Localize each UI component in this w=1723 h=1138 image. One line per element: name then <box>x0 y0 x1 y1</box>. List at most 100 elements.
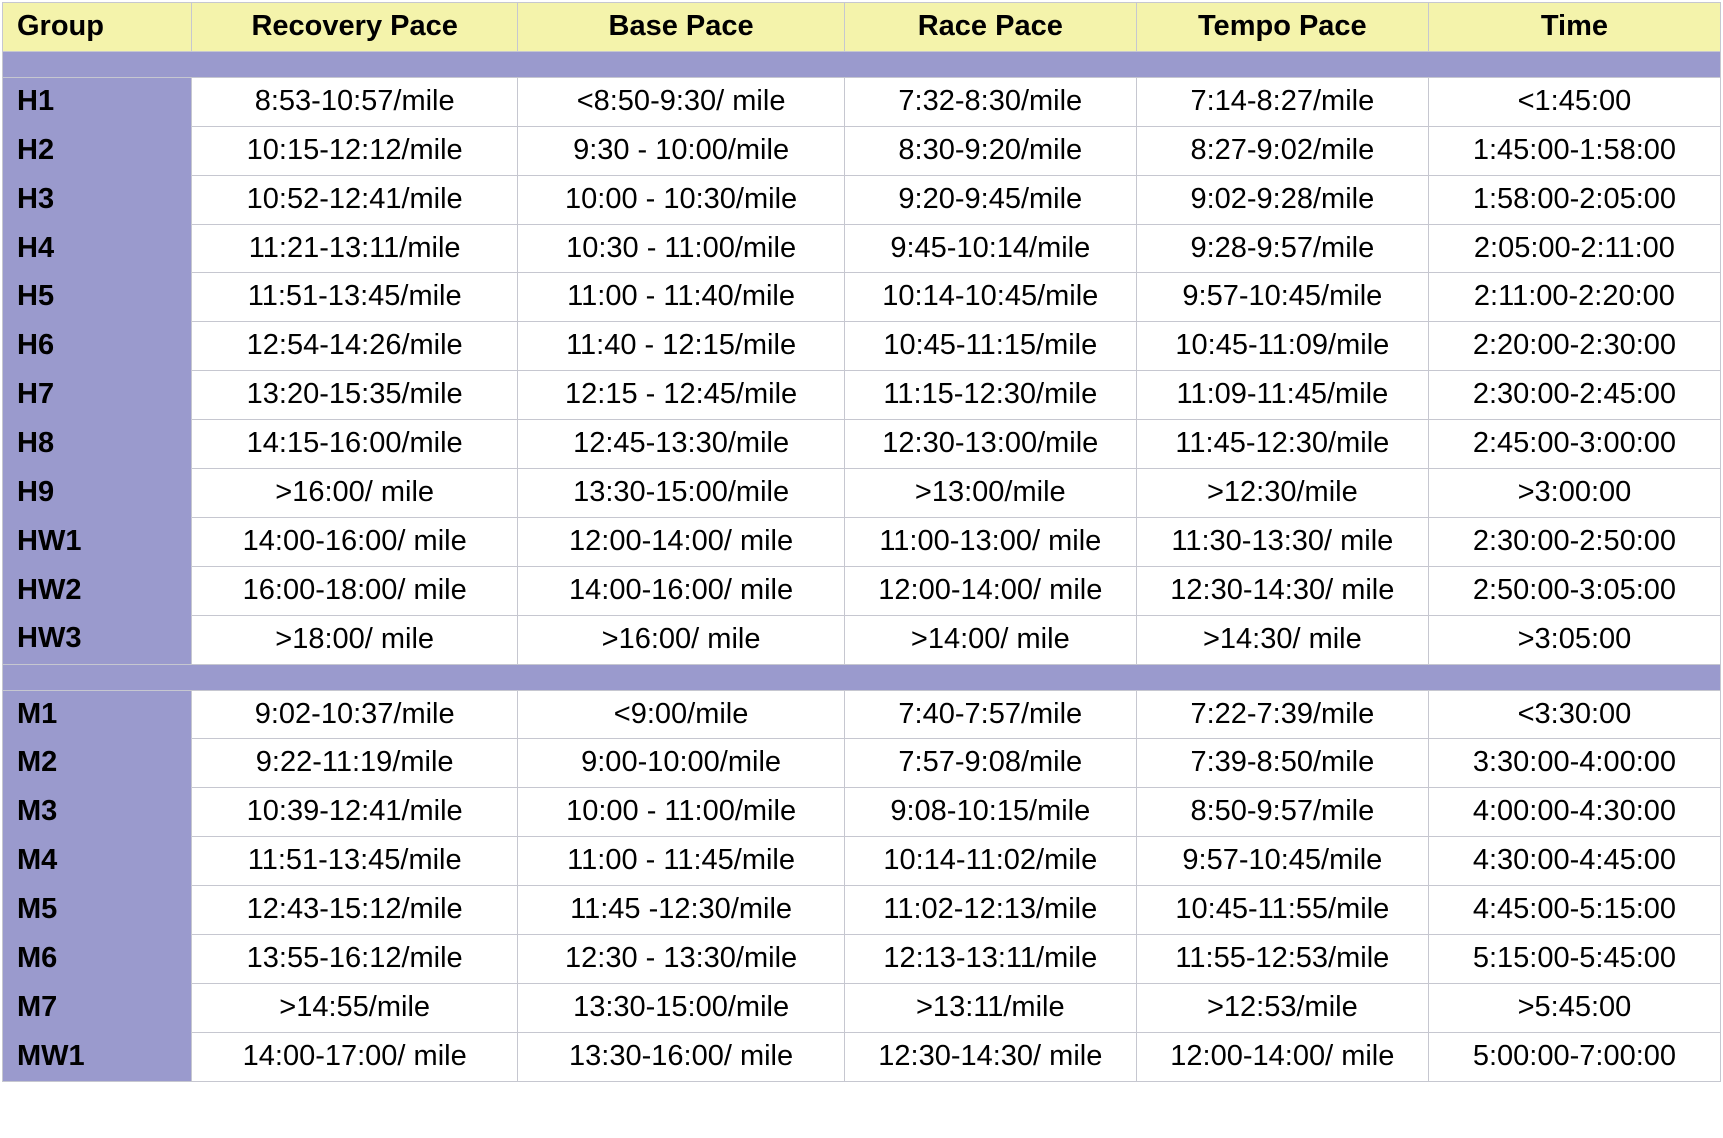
cell-value: 10:15-12:12/mile <box>191 126 517 175</box>
cell-value: 11:15-12:30/mile <box>844 371 1136 420</box>
row-label: HW2 <box>3 566 192 615</box>
cell-value: 12:43-15:12/mile <box>191 886 517 935</box>
cell-value: 7:32-8:30/mile <box>844 77 1136 126</box>
cell-value: 2:11:00-2:20:00 <box>1428 273 1720 322</box>
cell-value: >18:00/ mile <box>191 615 517 664</box>
table-row: H9>16:00/ mile13:30-15:00/mile>13:00/mil… <box>3 469 1721 518</box>
cell-value: 11:02-12:13/mile <box>844 886 1136 935</box>
table-row: M310:39-12:41/mile10:00 - 11:00/mile9:08… <box>3 788 1721 837</box>
cell-value: 2:30:00-2:45:00 <box>1428 371 1720 420</box>
table-row: H411:21-13:11/mile10:30 - 11:00/mile9:45… <box>3 224 1721 273</box>
table-row: H18:53-10:57/mile<8:50-9:30/ mile7:32-8:… <box>3 77 1721 126</box>
table-body: H18:53-10:57/mile<8:50-9:30/ mile7:32-8:… <box>3 51 1721 1081</box>
cell-value: 10:00 - 11:00/mile <box>518 788 844 837</box>
cell-value: 3:30:00-4:00:00 <box>1428 739 1720 788</box>
cell-value: 11:40 - 12:15/mile <box>518 322 844 371</box>
cell-value: 13:55-16:12/mile <box>191 935 517 984</box>
cell-value: 7:40-7:57/mile <box>844 690 1136 739</box>
section-spacer <box>3 664 1721 690</box>
cell-value: 10:45-11:09/mile <box>1136 322 1428 371</box>
row-label: H1 <box>3 77 192 126</box>
cell-value: 7:39-8:50/mile <box>1136 739 1428 788</box>
cell-value: 11:45 -12:30/mile <box>518 886 844 935</box>
row-label: H2 <box>3 126 192 175</box>
cell-value: 11:51-13:45/mile <box>191 837 517 886</box>
cell-value: 4:30:00-4:45:00 <box>1428 837 1720 886</box>
cell-value: >14:30/ mile <box>1136 615 1428 664</box>
cell-value: 9:45-10:14/mile <box>844 224 1136 273</box>
cell-value: 11:21-13:11/mile <box>191 224 517 273</box>
cell-value: >13:11/mile <box>844 983 1136 1032</box>
table-row: H814:15-16:00/mile12:45-13:30/mile12:30-… <box>3 420 1721 469</box>
row-label: HW3 <box>3 615 192 664</box>
cell-value: >16:00/ mile <box>518 615 844 664</box>
row-label: MW1 <box>3 1032 192 1081</box>
cell-value: >14:55/mile <box>191 983 517 1032</box>
cell-value: 11:00 - 11:45/mile <box>518 837 844 886</box>
cell-value: 11:00 - 11:40/mile <box>518 273 844 322</box>
cell-value: <9:00/mile <box>518 690 844 739</box>
row-label: H3 <box>3 175 192 224</box>
cell-value: 8:53-10:57/mile <box>191 77 517 126</box>
cell-value: 16:00-18:00/ mile <box>191 566 517 615</box>
cell-value: >14:00/ mile <box>844 615 1136 664</box>
cell-value: >12:53/mile <box>1136 983 1428 1032</box>
cell-value: 11:00-13:00/ mile <box>844 517 1136 566</box>
column-header-recovery: Recovery Pace <box>191 3 517 52</box>
cell-value: 11:30-13:30/ mile <box>1136 517 1428 566</box>
cell-value: 7:22-7:39/mile <box>1136 690 1428 739</box>
row-label: M6 <box>3 935 192 984</box>
cell-value: 10:45-11:55/mile <box>1136 886 1428 935</box>
column-header-tempo: Tempo Pace <box>1136 3 1428 52</box>
cell-value: 12:30 - 13:30/mile <box>518 935 844 984</box>
cell-value: 11:55-12:53/mile <box>1136 935 1428 984</box>
cell-value: 14:00-16:00/ mile <box>191 517 517 566</box>
cell-value: 10:00 - 10:30/mile <box>518 175 844 224</box>
cell-value: 10:14-11:02/mile <box>844 837 1136 886</box>
cell-value: >3:00:00 <box>1428 469 1720 518</box>
table-row: H310:52-12:41/mile10:00 - 10:30/mile9:20… <box>3 175 1721 224</box>
cell-value: >13:00/mile <box>844 469 1136 518</box>
cell-value: <8:50-9:30/ mile <box>518 77 844 126</box>
table-row: MW114:00-17:00/ mile13:30-16:00/ mile12:… <box>3 1032 1721 1081</box>
cell-value: 9:57-10:45/mile <box>1136 273 1428 322</box>
cell-value: 1:45:00-1:58:00 <box>1428 126 1720 175</box>
cell-value: 5:15:00-5:45:00 <box>1428 935 1720 984</box>
row-label: M2 <box>3 739 192 788</box>
cell-value: 12:13-13:11/mile <box>844 935 1136 984</box>
cell-value: 8:30-9:20/mile <box>844 126 1136 175</box>
table-row: M411:51-13:45/mile11:00 - 11:45/mile10:1… <box>3 837 1721 886</box>
cell-value: 9:08-10:15/mile <box>844 788 1136 837</box>
cell-value: 12:00-14:00/ mile <box>518 517 844 566</box>
cell-value: 11:45-12:30/mile <box>1136 420 1428 469</box>
cell-value: 9:28-9:57/mile <box>1136 224 1428 273</box>
cell-value: 13:30-15:00/mile <box>518 469 844 518</box>
table-row: H612:54-14:26/mile11:40 - 12:15/mile10:4… <box>3 322 1721 371</box>
column-header-base: Base Pace <box>518 3 844 52</box>
cell-value: 4:00:00-4:30:00 <box>1428 788 1720 837</box>
cell-value: 1:58:00-2:05:00 <box>1428 175 1720 224</box>
row-label: M1 <box>3 690 192 739</box>
cell-value: 10:30 - 11:00/mile <box>518 224 844 273</box>
cell-value: 11:09-11:45/mile <box>1136 371 1428 420</box>
table-row: H511:51-13:45/mile11:00 - 11:40/mile10:1… <box>3 273 1721 322</box>
row-label: M3 <box>3 788 192 837</box>
table-row: M29:22-11:19/mile9:00-10:00/mile7:57-9:0… <box>3 739 1721 788</box>
cell-value: 9:20-9:45/mile <box>844 175 1136 224</box>
cell-value: 4:45:00-5:15:00 <box>1428 886 1720 935</box>
cell-value: 8:50-9:57/mile <box>1136 788 1428 837</box>
cell-value: 8:27-9:02/mile <box>1136 126 1428 175</box>
cell-value: 12:54-14:26/mile <box>191 322 517 371</box>
cell-value: >5:45:00 <box>1428 983 1720 1032</box>
cell-value: 14:00-16:00/ mile <box>518 566 844 615</box>
cell-value: 14:00-17:00/ mile <box>191 1032 517 1081</box>
cell-value: >3:05:00 <box>1428 615 1720 664</box>
cell-value: 10:45-11:15/mile <box>844 322 1136 371</box>
cell-value: 9:22-11:19/mile <box>191 739 517 788</box>
cell-value: 2:50:00-3:05:00 <box>1428 566 1720 615</box>
cell-value: 13:20-15:35/mile <box>191 371 517 420</box>
cell-value: 13:30-16:00/ mile <box>518 1032 844 1081</box>
cell-value: 9:02-10:37/mile <box>191 690 517 739</box>
cell-value: 10:39-12:41/mile <box>191 788 517 837</box>
cell-value: 12:30-13:00/mile <box>844 420 1136 469</box>
